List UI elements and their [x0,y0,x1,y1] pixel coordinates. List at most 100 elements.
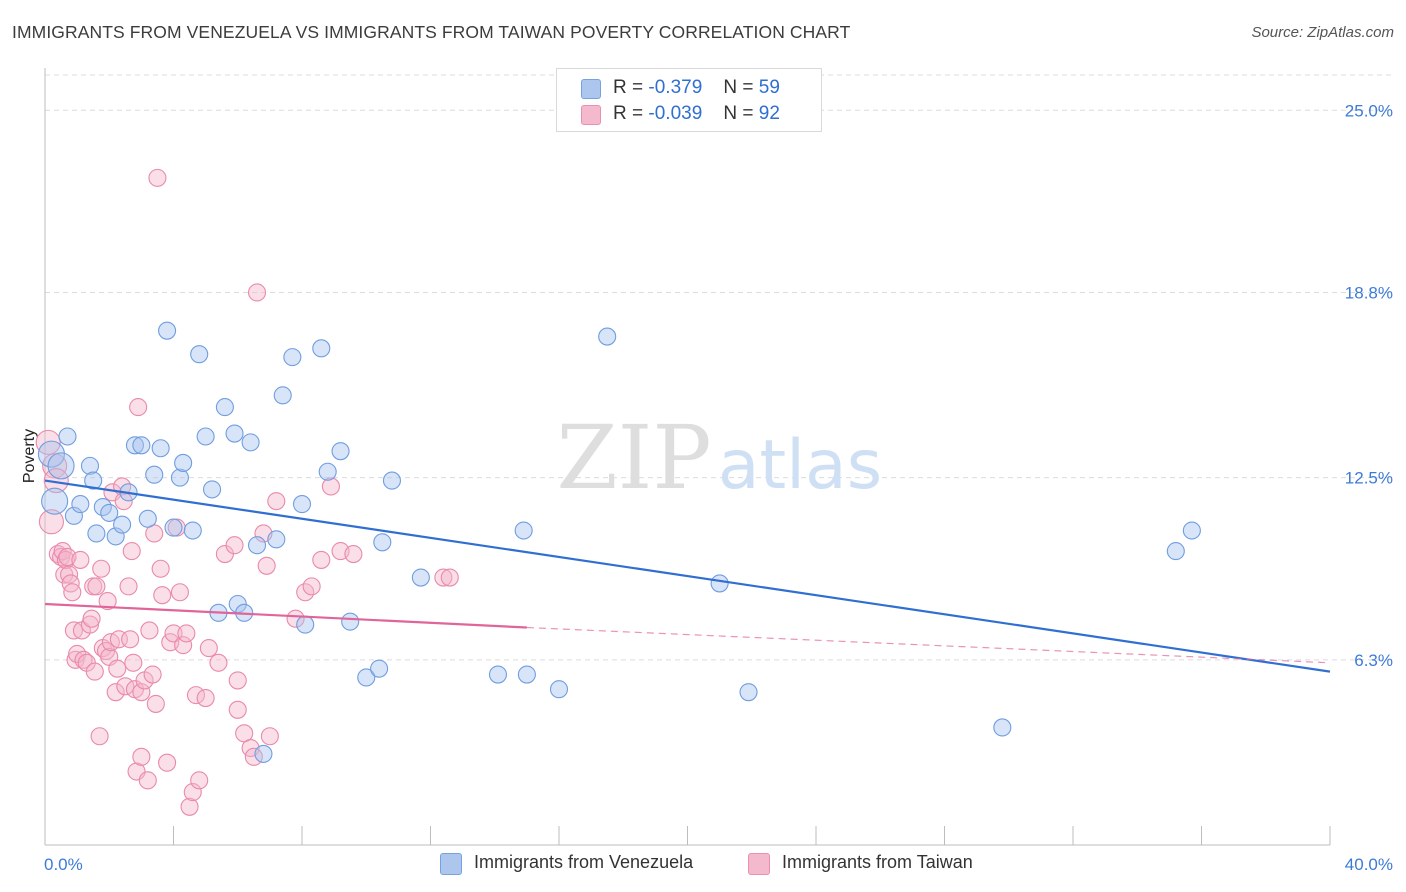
x-tick-label-left: 0.0% [44,855,83,874]
data-point-taiwan [151,559,170,578]
data-point-taiwan [92,559,111,578]
chart-title: IMMIGRANTS FROM VENEZUELA VS IMMIGRANTS … [12,22,851,42]
data-point-venezuela [145,465,164,484]
x-tick-label-right: 40.0% [1345,855,1393,874]
data-point-venezuela [341,612,360,631]
data-point-taiwan [199,639,218,658]
data-point-venezuela [183,521,202,540]
data-point-venezuela [174,453,193,472]
data-point-venezuela [1182,521,1201,540]
data-point-venezuela [84,471,103,490]
data-point-venezuela [138,509,157,528]
data-point-venezuela [514,521,533,540]
y-tick-label: 12.5% [1345,469,1393,488]
data-point-taiwan [124,653,143,672]
bottom-legend-label-taiwan: Immigrants from Taiwan [782,852,973,872]
tick-labels: 6.3% 12.5% 18.8% 25.0% 0.0% 40.0% [44,101,1393,874]
data-point-taiwan [302,577,321,596]
trend-line-taiwan-projection [526,626,1331,664]
data-point-venezuela [247,536,267,555]
data-point-venezuela [488,665,508,684]
data-point-venezuela [215,398,234,417]
legend-n-value-taiwan: 92 [758,103,780,124]
data-point-taiwan [183,783,202,802]
data-point-taiwan [98,592,117,611]
data-point-venezuela [113,515,132,534]
data-point-venezuela [296,615,315,634]
data-point-venezuela [47,452,75,480]
data-point-taiwan [90,727,109,746]
data-point-venezuela [64,506,83,525]
data-point-venezuela [598,327,617,346]
data-point-venezuela [106,527,125,546]
data-point-venezuela [318,462,337,481]
trend-line-venezuela [44,479,1331,673]
correlation-legend: R = -0.379 N = 59 R = -0.039 N = 92 [556,68,822,132]
data-point-taiwan [257,556,276,575]
data-point-taiwan [164,624,183,643]
series-venezuela [37,321,1201,763]
legend-r-label: R = [613,103,644,124]
data-point-taiwan [63,583,82,602]
data-point-taiwan [140,621,159,640]
data-point-taiwan [43,468,69,494]
legend-swatch-taiwan [581,105,601,125]
bottom-legend-swatch-taiwan [748,853,770,875]
chart-source: Source: ZipAtlas.com [1251,24,1394,41]
legend-n-label: N = [723,77,754,98]
data-point-taiwan [180,797,199,816]
data-point-venezuela [132,436,151,455]
bottom-legend-swatch-venezuela [440,853,462,875]
data-point-taiwan [122,542,141,561]
data-point-venezuela [170,468,189,487]
data-point-taiwan [143,665,162,684]
data-point-taiwan [71,550,90,569]
data-point-taiwan [170,583,189,602]
trend-line-taiwan [44,602,527,629]
data-point-taiwan [146,694,165,713]
data-point-venezuela [80,456,100,475]
watermark-zip: ZIP [556,406,711,509]
legend-swatch-venezuela [581,79,601,99]
grid-lines [45,74,1393,661]
data-point-venezuela [158,321,177,340]
data-point-taiwan [174,636,193,655]
data-point-venezuela [1166,542,1185,561]
data-point-venezuela [292,495,312,514]
data-point-taiwan [228,671,247,690]
data-point-venezuela [190,345,209,364]
data-point-venezuela [517,665,536,684]
watermark: ZIP atlas [556,406,882,509]
data-point-taiwan [106,683,125,702]
legend-n-label: N = [723,103,754,124]
legend-r-value-taiwan: -0.039 [648,103,703,124]
bottom-legend-label-venezuela: Immigrants from Venezuela [474,852,694,872]
legend-r-value-venezuela: -0.379 [648,77,703,98]
watermark-atlas: atlas [718,426,882,505]
data-point-venezuela [58,427,77,446]
data-point-taiwan [55,565,74,584]
y-tick-label: 25.0% [1345,101,1393,120]
data-point-taiwan [52,547,71,567]
data-point-taiwan [119,577,138,596]
data-point-venezuela [283,348,302,367]
data-point-taiwan [247,283,267,302]
data-point-venezuela [373,533,392,552]
trend-lines [44,479,1331,673]
data-point-venezuela [71,495,90,514]
data-point-venezuela [411,568,430,587]
data-point-taiwan [158,753,177,772]
data-point-venezuela [357,668,376,687]
data-point-taiwan [225,536,244,555]
data-point-taiwan [74,650,93,669]
axes [44,68,1331,846]
y-tick-label: 6.3% [1354,651,1393,670]
data-point-venezuela [739,683,758,702]
data-point-taiwan [228,700,247,719]
data-point-taiwan [286,609,305,628]
data-point-venezuela [100,503,119,522]
data-point-taiwan [129,398,148,417]
data-point-taiwan [312,550,331,569]
data-point-taiwan [87,577,106,596]
